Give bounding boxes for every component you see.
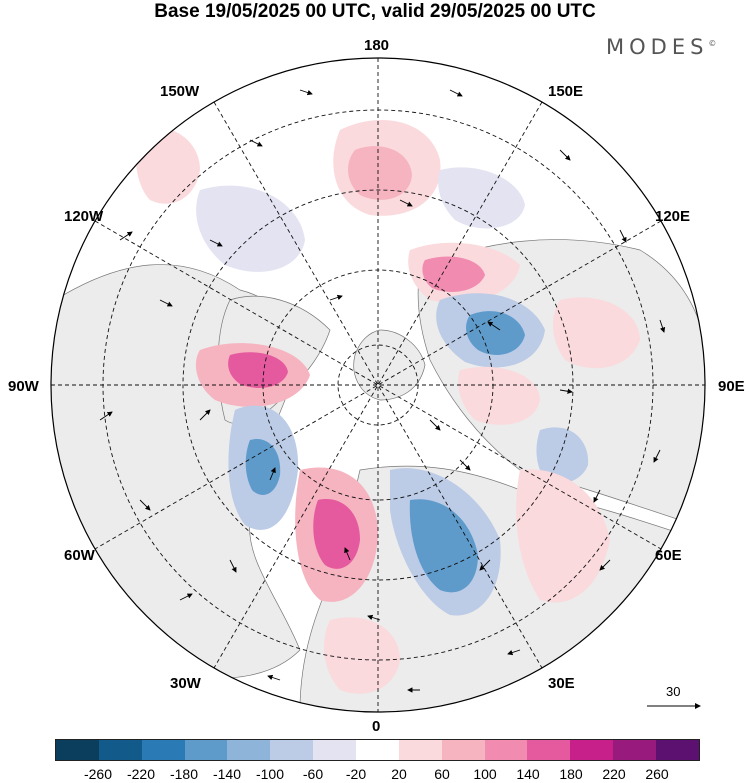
colorbar-tick-label: 20 bbox=[391, 766, 407, 782]
colorbar-swatch bbox=[270, 740, 314, 760]
wind-vectors bbox=[99, 89, 666, 693]
colorbar-tick-label: 180 bbox=[559, 766, 583, 782]
lon-label-120w: 120W bbox=[64, 208, 104, 225]
colorbar-tick-label: -180 bbox=[169, 766, 199, 782]
colorbar-tick-label: -260 bbox=[83, 766, 113, 782]
chart-title: Base 19/05/2025 00 UTC, valid 29/05/2025… bbox=[154, 1, 596, 22]
colorbar-tick-label: 220 bbox=[602, 766, 626, 782]
colorbar-swatch bbox=[141, 740, 185, 760]
colorbar-swatch bbox=[398, 740, 442, 760]
colorbar-swatch bbox=[527, 740, 571, 760]
lon-label-60e: 60E bbox=[655, 547, 682, 564]
colorbar-swatch bbox=[184, 740, 228, 760]
colorbar-swatch bbox=[313, 740, 357, 760]
lon-label-120e: 120E bbox=[655, 208, 691, 225]
colorbar-tick-label: -20 bbox=[345, 766, 367, 782]
colorbar-tick-label: -140 bbox=[212, 766, 242, 782]
colorbar bbox=[55, 739, 700, 761]
colorbar-tick-label: 100 bbox=[473, 766, 497, 782]
graticule bbox=[51, 58, 705, 712]
lon-label-0: 0 bbox=[372, 718, 381, 735]
lon-label-90w: 90W bbox=[8, 378, 39, 395]
colorbar-tick-label: 60 bbox=[434, 766, 450, 782]
colorbar-swatch bbox=[56, 740, 99, 760]
colorbar-swatch bbox=[441, 740, 485, 760]
reference-vector-label: 30 bbox=[666, 684, 681, 699]
colorbar-swatch bbox=[98, 740, 142, 760]
colorbar-swatch bbox=[613, 740, 657, 760]
colorbar-swatch bbox=[570, 740, 614, 760]
lon-label-30w: 30W bbox=[170, 675, 201, 692]
colorbar-tick-label: -60 bbox=[302, 766, 324, 782]
lon-label-180: 180 bbox=[364, 37, 390, 54]
colorbar-swatch bbox=[227, 740, 271, 760]
height-anomaly-shading bbox=[135, 120, 640, 694]
lon-label-150e: 150E bbox=[548, 83, 584, 100]
colorbar-tick-label: 140 bbox=[516, 766, 540, 782]
colorbar-ticks: -260 -220 -180 -140 -100 -60 -20 20 60 100 140 180 2… bbox=[55, 765, 700, 783]
colorbar-tick-label: -100 bbox=[255, 766, 285, 782]
colorbar-swatch bbox=[356, 740, 399, 760]
colorbar-swatch bbox=[656, 740, 699, 760]
modes-logo: MODES© bbox=[606, 35, 717, 59]
lon-label-90e: 90E bbox=[718, 378, 745, 395]
colorbar-tick-label: 260 bbox=[645, 766, 669, 782]
colorbar-tick-label: -220 bbox=[126, 766, 156, 782]
lon-label-30e: 30E bbox=[548, 675, 575, 692]
lon-label-150w: 150W bbox=[160, 83, 200, 100]
colorbar-swatch bbox=[484, 740, 528, 760]
lon-label-60w: 60W bbox=[64, 547, 95, 564]
